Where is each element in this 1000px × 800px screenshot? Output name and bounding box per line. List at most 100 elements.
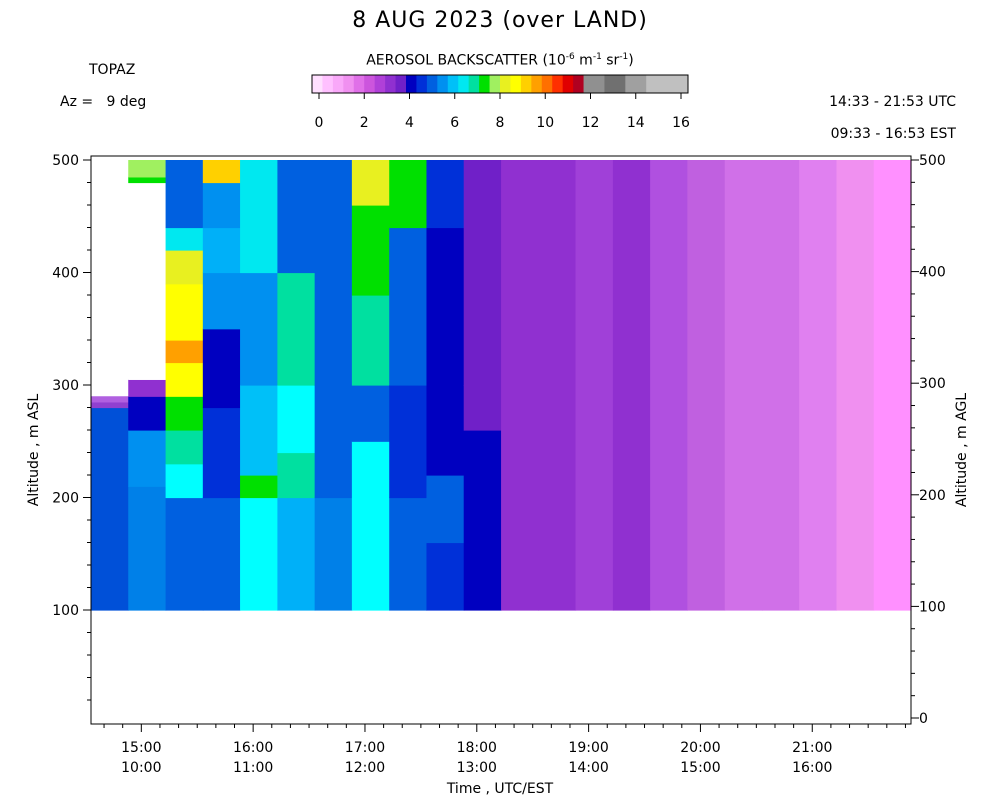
azimuth-label: Az = 9 deg — [60, 94, 147, 110]
colorbar-swatch — [479, 75, 491, 93]
heatmap-cell — [277, 452, 316, 499]
heatmap-cell — [463, 430, 502, 611]
colorbar-swatch — [604, 75, 616, 93]
y-right-tick-label: 0 — [919, 711, 928, 727]
colorbar-tick-label: 2 — [360, 115, 369, 131]
heatmap-cell — [128, 160, 167, 178]
y-left-tick-label: 100 — [52, 603, 79, 619]
colorbar-swatch — [385, 75, 397, 93]
heatmap-cell — [389, 385, 428, 499]
heatmap-cell — [724, 160, 763, 611]
x-tick-label-utc: 20:00 — [680, 740, 720, 756]
heatmap-cell — [351, 160, 390, 206]
colorbar-tick-label: 16 — [672, 115, 690, 131]
heatmap-cell — [277, 272, 316, 386]
colorbar-ticks: 0 2 4 6 8 10 12 14 16 — [315, 93, 690, 131]
utc-time-range: 14:33 - 21:53 UTC — [829, 94, 956, 110]
colorbar-swatch — [322, 75, 334, 93]
heatmap-cell — [426, 227, 465, 352]
colorbar-swatch — [510, 75, 522, 93]
heatmap-cell — [165, 430, 204, 465]
heatmap-cell — [351, 205, 390, 296]
colorbar-swatch — [447, 75, 459, 93]
heatmap-cell — [575, 160, 614, 611]
heatmap-cell — [761, 160, 800, 611]
colorbar-swatch — [677, 75, 689, 93]
heatmap-cell — [277, 497, 316, 611]
plot-axes: 100 200 300 400 500 0 100 200 300 400 500 15:00 10:0… — [52, 153, 945, 776]
heatmap-cell — [389, 227, 428, 386]
heatmap-cell — [128, 182, 167, 380]
x-tick-label-utc: 18:00 — [457, 740, 497, 756]
heatmap-cell — [128, 486, 167, 611]
heatmap-cell — [538, 160, 577, 611]
heatmap-cell — [202, 182, 241, 229]
colorbar-swatch — [468, 75, 480, 93]
colorbar-swatch — [332, 75, 344, 93]
y-left-tick-label: 200 — [52, 491, 79, 507]
colorbar-swatch — [573, 75, 585, 93]
y-right-tick-label: 400 — [919, 265, 946, 281]
colorbar-swatch — [594, 75, 605, 93]
heatmap-cells — [91, 160, 912, 611]
heatmap-cell — [426, 160, 465, 229]
colorbar-swatch — [395, 75, 407, 93]
heatmap-cell — [128, 396, 167, 431]
colorbar-label-mid2: sr — [601, 52, 620, 69]
colorbar-label-prefix: AEROSOL BACKSCATTER (10 — [366, 52, 566, 69]
y-right-tick-label: 100 — [919, 599, 946, 615]
x-tick-label-utc: 17:00 — [345, 740, 385, 756]
heatmap-cell — [612, 160, 651, 611]
x-tick-label-est: 16:00 — [792, 760, 832, 776]
heatmap-cell — [165, 396, 204, 431]
x-tick-label-utc: 21:00 — [792, 740, 832, 756]
colorbar-tick-label: 12 — [582, 115, 600, 131]
x-tick-label-utc: 16:00 — [233, 740, 273, 756]
heatmap-cell — [426, 542, 465, 611]
y-right-tick-label: 200 — [919, 488, 946, 504]
colorbar-tick-label: 8 — [496, 115, 505, 131]
colorbar-label: AEROSOL BACKSCATTER (10-6 m-1 sr-1) — [310, 52, 690, 69]
heatmap-cell — [314, 385, 353, 499]
x-tick-label-est: 12:00 — [345, 760, 385, 776]
heatmap-cell — [463, 160, 502, 386]
heatmap-cell — [836, 160, 875, 611]
colorbar-swatch — [520, 75, 532, 93]
y-axis-label-left: Altitude , m ASL — [26, 394, 42, 507]
heatmap-cell — [240, 272, 279, 386]
colorbar-swatch — [437, 75, 449, 93]
heatmap-cell — [463, 385, 502, 431]
heatmap-cell — [799, 160, 838, 611]
heatmap-cell — [314, 160, 353, 274]
heatmap-cell — [202, 272, 241, 330]
heatmap-cell — [165, 463, 204, 499]
colorbar-swatch — [614, 75, 626, 93]
x-axis-label: Time , UTC/EST — [446, 781, 554, 797]
colorbar-swatch — [500, 75, 511, 93]
colorbar-tick-label: 6 — [450, 115, 459, 131]
colorbar-swatch — [552, 75, 564, 93]
heatmap-cell — [202, 407, 241, 499]
colorbar-swatch — [364, 75, 376, 93]
heatmap-cell — [240, 385, 279, 476]
colorbar-swatch — [541, 75, 553, 93]
colorbar-swatch — [353, 75, 365, 93]
y-right-tick-label: 300 — [919, 376, 946, 392]
x-tick-label-utc: 15:00 — [121, 740, 161, 756]
colorbar-swatch — [583, 75, 595, 93]
heatmap-cell — [351, 295, 390, 386]
y-left-tick-label: 300 — [52, 378, 79, 394]
x-tick-label-est: 14:00 — [568, 760, 608, 776]
colorbar-swatch — [343, 75, 355, 93]
colorbar-swatch — [426, 75, 438, 93]
heatmap-cell — [165, 250, 204, 285]
est-time-range: 09:33 - 16:53 EST — [830, 126, 956, 142]
heatmap-cell — [351, 441, 390, 611]
chart-title: 8 AUG 2023 (over LAND) — [352, 8, 648, 33]
heatmap-cell — [202, 497, 241, 611]
heatmap-cell — [165, 497, 204, 611]
heatmap-cell — [426, 351, 465, 476]
heatmap-cell — [165, 340, 204, 364]
colorbar-swatch — [374, 75, 386, 93]
